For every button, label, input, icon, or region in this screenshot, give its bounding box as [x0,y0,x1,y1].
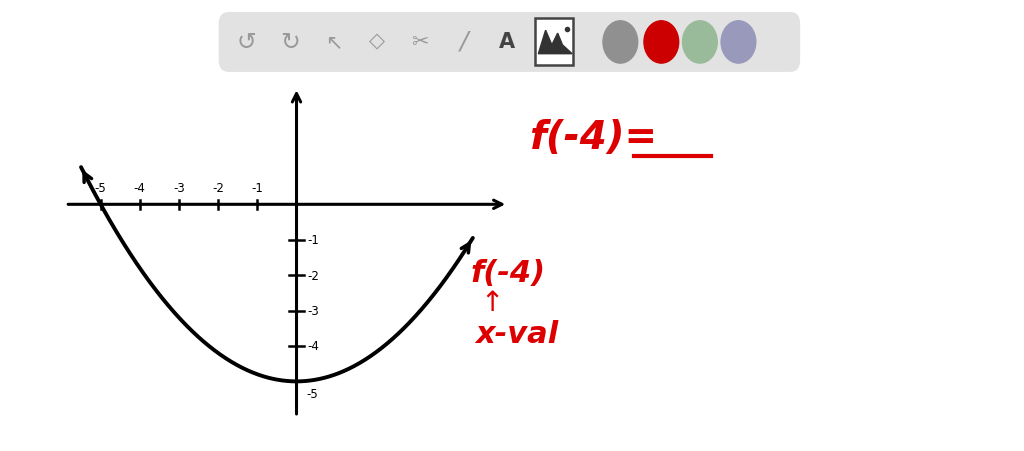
Text: ↻: ↻ [281,30,300,54]
Text: ↖: ↖ [325,32,342,52]
Text: f(-4): f(-4) [471,258,546,287]
Text: -3: -3 [307,304,319,318]
Text: ↑: ↑ [480,289,503,317]
Circle shape [683,22,717,64]
Text: -4: -4 [134,182,145,195]
Text: ✂: ✂ [412,32,429,52]
Text: ↺: ↺ [237,30,257,54]
Text: A: A [499,32,515,52]
Text: ◇: ◇ [369,32,385,52]
Text: /: / [460,30,468,54]
Text: -1: -1 [307,234,319,247]
Text: -3: -3 [173,182,185,195]
Text: -1: -1 [252,182,263,195]
FancyBboxPatch shape [219,13,800,73]
Text: -2: -2 [307,269,319,282]
Text: -4: -4 [307,340,319,353]
Text: -5: -5 [95,182,106,195]
Circle shape [644,22,679,64]
Text: x-val: x-val [475,319,559,348]
Circle shape [721,22,756,64]
Polygon shape [539,31,572,55]
Circle shape [603,22,638,64]
Text: f(-4)=: f(-4)= [528,119,656,156]
Text: -5: -5 [306,387,318,400]
FancyBboxPatch shape [535,19,573,66]
Text: -2: -2 [212,182,224,195]
